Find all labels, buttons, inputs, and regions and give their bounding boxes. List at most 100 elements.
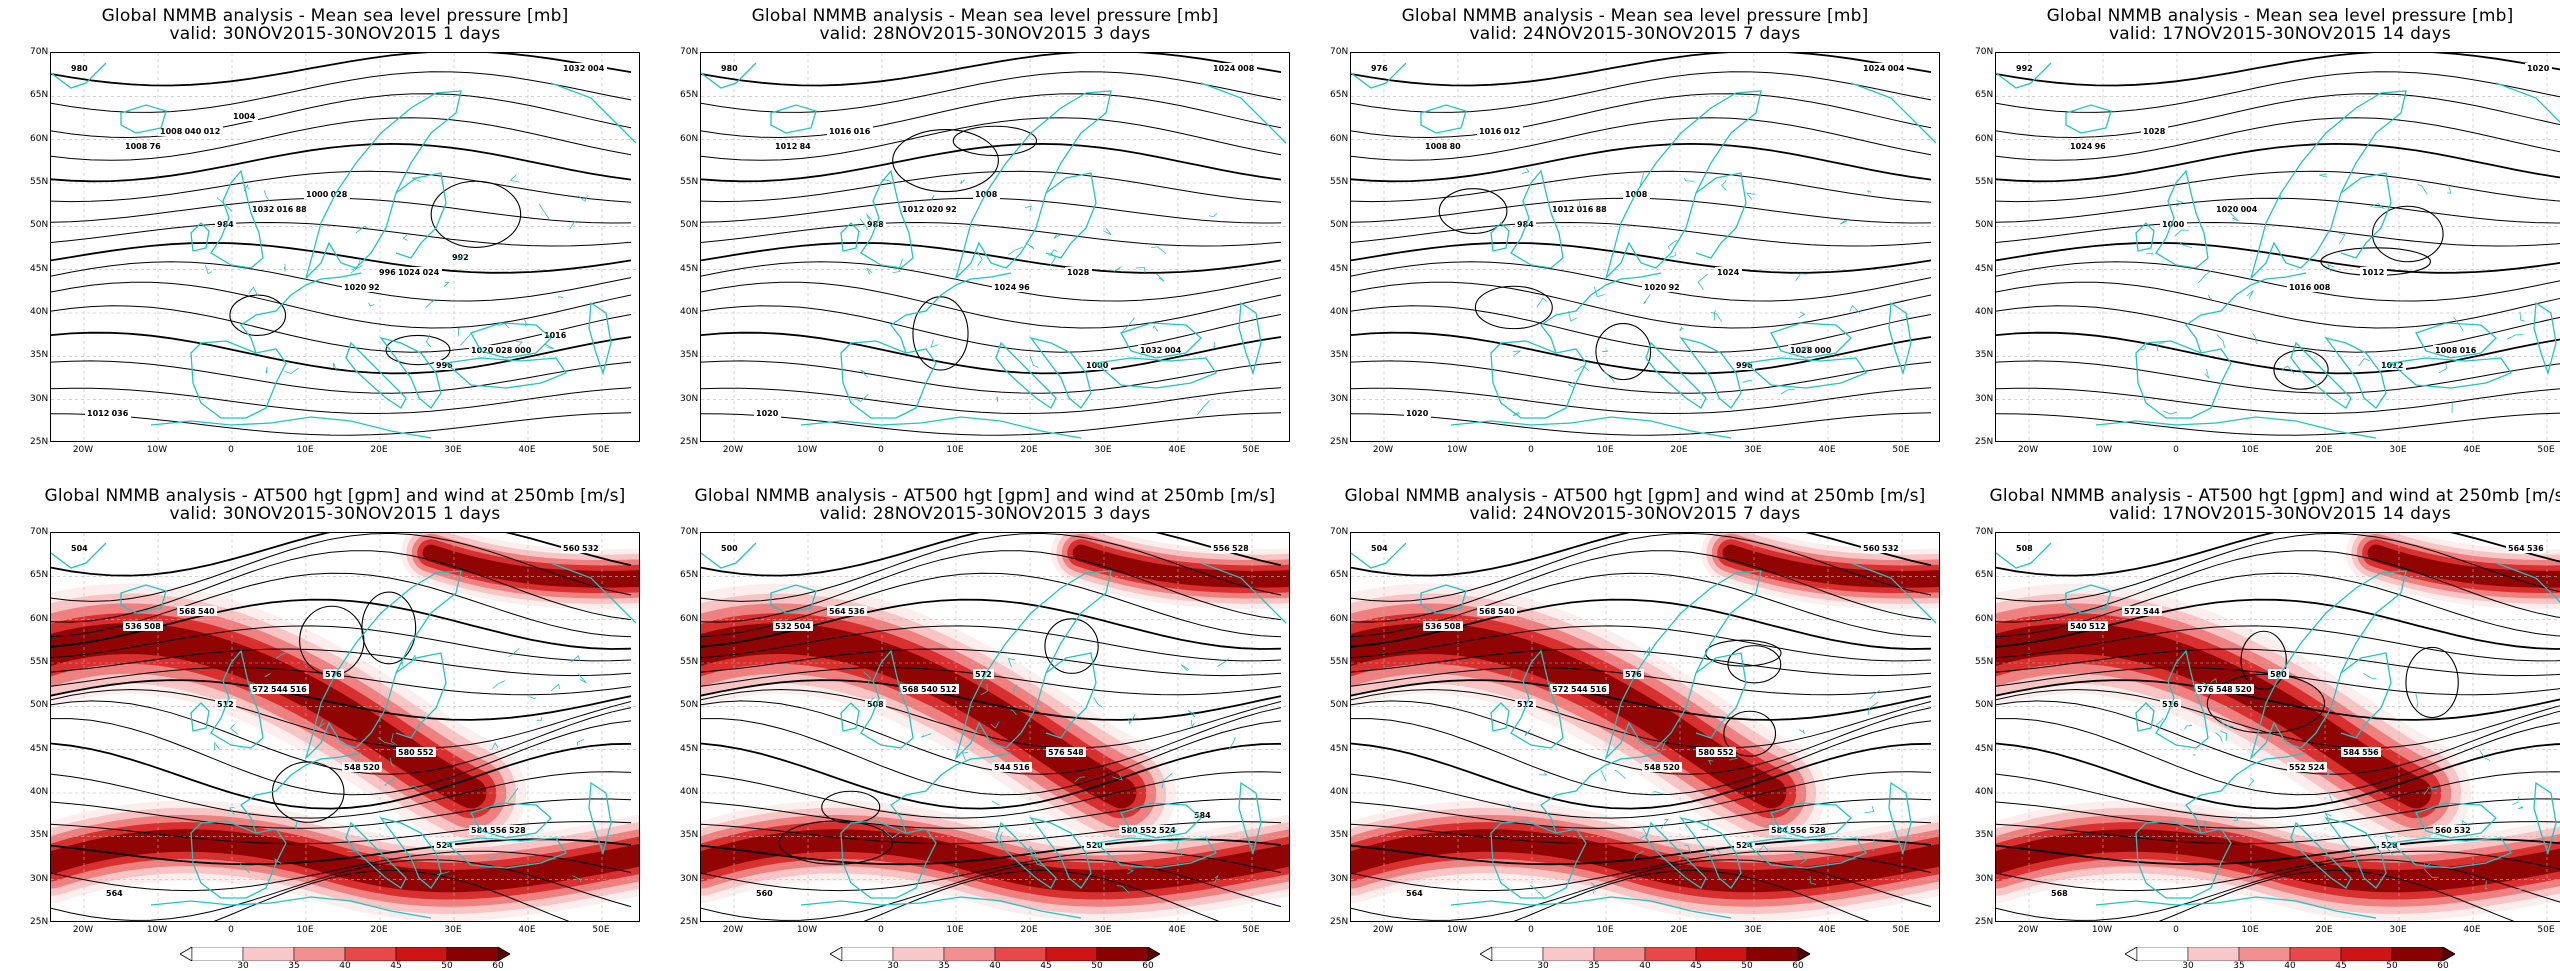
border-segment — [2339, 233, 2345, 244]
contour-label: 584 — [2343, 748, 2360, 757]
border-segment — [508, 648, 519, 656]
contour-label: 508 — [2016, 544, 2033, 553]
border-segment — [1601, 771, 1605, 781]
border-segment — [368, 303, 374, 306]
latitude-label: 35N — [1975, 830, 1993, 840]
latitude-label: 60N — [680, 614, 698, 624]
longitude-label: 10W — [147, 925, 167, 935]
colorbar-tick-label: 60 — [492, 961, 503, 971]
longitude-label: 30E — [1094, 925, 1111, 935]
longitude-label: 40E — [518, 925, 535, 935]
border-segment — [2208, 295, 2212, 299]
mslp-panel: Global NMMB analysis - Mean sea level pr… — [1330, 0, 1940, 470]
hgt-wind-panel: Global NMMB analysis - AT500 hgt [gpm] a… — [680, 480, 1290, 950]
colorbar-tick-label: 45 — [390, 961, 401, 971]
contour-label: 1016 — [1479, 127, 1502, 136]
colorbar-tick-label: 60 — [1142, 961, 1153, 971]
coastlines — [51, 63, 636, 438]
colorbar-bin — [1594, 947, 1645, 961]
colorbar-bin — [294, 947, 345, 961]
panel-title: Global NMMB analysis - AT500 hgt [gpm] a… — [680, 486, 1290, 506]
border-segment — [1743, 380, 1752, 382]
colorbar-bin — [944, 947, 995, 961]
closed-isoline — [1728, 646, 1781, 683]
contour-label: 976 — [1371, 64, 1388, 73]
border-segment — [882, 179, 892, 183]
colorbar-bin — [1696, 947, 1747, 961]
latitude-label: 60N — [30, 134, 48, 144]
panel-valid-date: valid: 17NOV2015-30NOV2015 14 days — [1975, 504, 2560, 524]
border-segment — [444, 282, 449, 286]
colorbar-tick-label: 35 — [1588, 961, 1599, 971]
latitude-label: 45N — [1975, 744, 1993, 754]
longitude-label: 40E — [2463, 445, 2480, 455]
contour-label: 1012 — [775, 142, 797, 151]
border-segment — [205, 265, 212, 274]
latitude-label: 30N — [680, 874, 698, 884]
colorbar-tick-label: 50 — [2386, 961, 2397, 971]
latitude-label: 55N — [680, 657, 698, 667]
map-canvas: 5085125165205245285325365405445485525565… — [1996, 533, 2560, 922]
isobar — [1351, 243, 1931, 273]
contour-label: 548 — [1644, 763, 1661, 772]
longitude-label: 20W — [1373, 925, 1393, 935]
latitude-label: 60N — [1975, 134, 1993, 144]
colorbar-tick-label: 30 — [237, 961, 248, 971]
contour-label: 540 — [2070, 622, 2087, 631]
border-segment — [426, 299, 435, 307]
contour-label: 552 — [2289, 763, 2306, 772]
contour-label: 516 — [1590, 685, 1607, 694]
colorbar-tick-label: 35 — [2233, 961, 2244, 971]
longitude-label: 30E — [2389, 925, 2406, 935]
contour-label: 1020 — [2216, 205, 2239, 214]
panel-valid-date: valid: 28NOV2015-30NOV2015 3 days — [680, 504, 1290, 524]
border-segment — [961, 180, 965, 184]
contour-label: 568 — [2051, 889, 2068, 898]
border-segment — [2416, 693, 2418, 708]
contour-label: 1000 — [306, 190, 329, 199]
contour-label: 1008 — [160, 127, 183, 136]
border-segment — [1181, 665, 1189, 671]
latitude-label: 50N — [680, 700, 698, 710]
colorbar-bin — [2188, 947, 2239, 961]
contour-label: 1008 — [1425, 142, 1448, 151]
latitude-label: 30N — [1975, 394, 1993, 404]
coastline-segment — [191, 223, 209, 251]
coastline-segment — [1889, 303, 1911, 373]
latitude-label: 70N — [680, 47, 698, 57]
longitude-label: 20E — [2315, 445, 2332, 455]
longitude-label: 50E — [1242, 925, 1259, 935]
border-segment — [458, 328, 460, 336]
contour-label: 1004 — [233, 112, 256, 121]
contour-label: 1008 — [2435, 346, 2458, 355]
colorbar-tick-label: 50 — [1741, 961, 1752, 971]
border-segment — [1103, 228, 1111, 234]
border-segment — [1781, 390, 1795, 394]
contour-label: 508 — [144, 622, 161, 631]
hgt-wind-panel: Global NMMB analysis - AT500 hgt [gpm] a… — [30, 480, 640, 950]
longitude-label: 0 — [878, 445, 884, 455]
colorbar-bin — [447, 947, 498, 961]
colorbar-bin — [893, 947, 944, 961]
contour-label: 980 — [721, 64, 738, 73]
longitude-label: 0 — [1528, 925, 1534, 935]
contour-label: 508 — [1444, 622, 1461, 631]
isobar — [701, 53, 1281, 86]
border-segment — [1594, 287, 1604, 297]
longitude-label: 10E — [946, 445, 963, 455]
isobar — [1351, 413, 1931, 435]
longitude-label: 0 — [878, 925, 884, 935]
latitude-label: 25N — [680, 437, 698, 447]
latitude-label: 60N — [1975, 614, 1993, 624]
border-segment — [1191, 720, 1194, 727]
map-canvas: 5045085125165205245285325365405445485525… — [51, 533, 640, 922]
longitude-label: 50E — [1892, 445, 1909, 455]
border-segment — [1513, 351, 1521, 356]
border-segment — [2146, 253, 2152, 255]
latitude-label: 65N — [680, 570, 698, 580]
colorbar-bin — [192, 947, 243, 961]
latitude-label: 65N — [1330, 90, 1348, 100]
border-segment — [2447, 185, 2451, 193]
